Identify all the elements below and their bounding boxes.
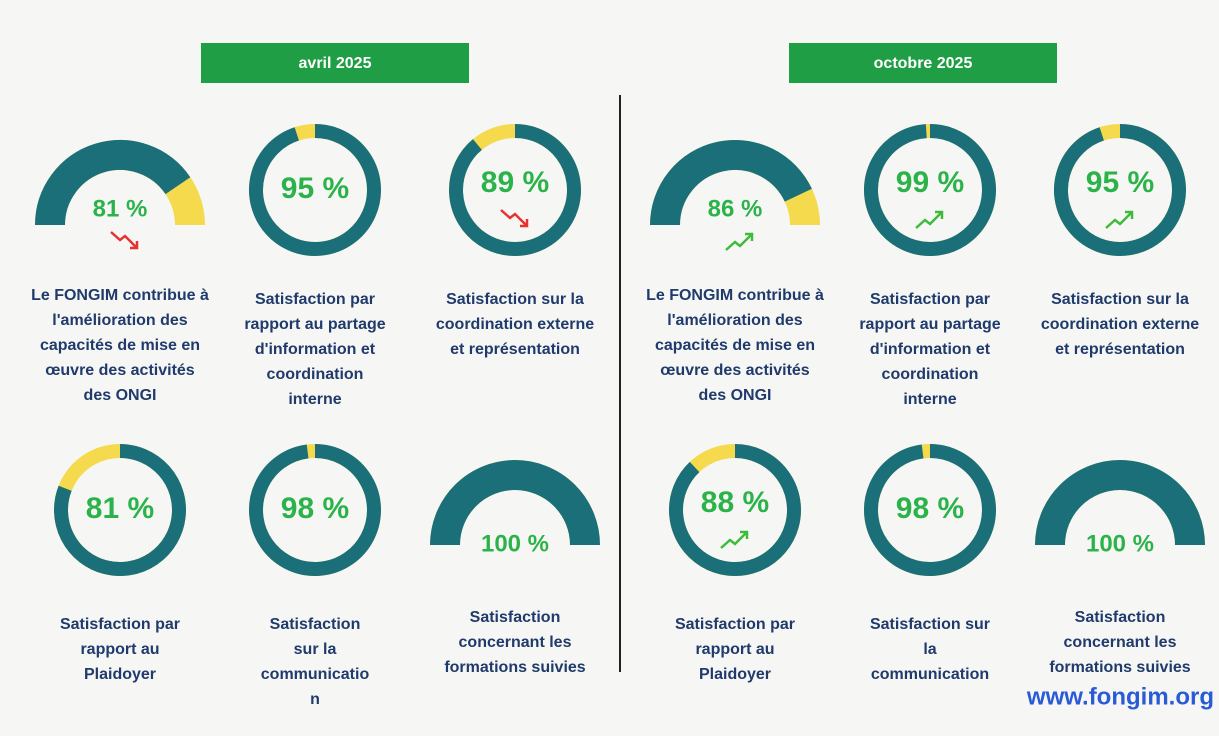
gauge-value: 88 % [701,486,769,519]
ring-arc [669,444,801,576]
item-label: rapport au [695,641,774,658]
item-label: interne [903,391,956,408]
ring-arc [1054,124,1186,256]
ring-arc [449,124,581,256]
item-label: l'amélioration des [52,312,188,329]
item-label: communication [871,666,989,683]
item-label: et représentation [450,341,580,358]
gauge-value: 95 % [281,172,349,205]
item-label: formations suivies [444,659,585,676]
trend-arrow-head [935,210,944,219]
gauge-value: 100 % [481,530,549,557]
item-label: Satisfaction [270,616,361,633]
item-label: concernant les [459,634,572,651]
item-label: communicatio [261,666,370,683]
website: www.fongim.org [1026,683,1214,710]
item-label: concernant les [1064,634,1177,651]
item-label: d'information et [870,341,991,358]
item-label: et représentation [1055,341,1185,358]
trend-arrow-head [745,232,754,241]
item-label: la [923,641,936,658]
ring-arc [864,444,996,576]
gauge-arc [650,140,812,226]
gauge-value: 98 % [281,492,349,525]
gauge-value: 99 % [896,166,964,199]
trend-arrow [915,211,943,229]
gauge-value: 89 % [481,166,549,199]
item-label: œuvre des activités [660,362,810,379]
item-label: Satisfaction par [675,616,795,633]
item-label: coordination [267,366,364,383]
item-label: Satisfaction par [60,616,180,633]
item-label: Satisfaction [470,609,561,626]
trend-arrow-head [1125,210,1134,219]
item-label: des ONGI [84,387,157,404]
item-label: coordination externe [436,316,594,333]
ring-arc [249,124,381,256]
item-label: capacités de mise en [40,337,200,354]
item-label: rapport au partage [859,316,1000,333]
header-title: octobre 2025 [874,55,973,72]
item-label: rapport au [80,641,159,658]
item-label: n [310,691,320,708]
trend-arrow [1105,211,1133,229]
item-label: Plaidoyer [699,666,771,683]
item-label: Satisfaction par [255,291,375,308]
item-label: coordination externe [1041,316,1199,333]
ring-arc [54,444,186,576]
item-label: Satisfaction par [870,291,990,308]
item-label: Le FONGIM contribue à [31,287,209,304]
item-label: Satisfaction [1075,609,1166,626]
gauge-value: 86 % [708,195,763,222]
item-label: sur la [294,641,337,658]
trend-arrow-head [520,219,529,228]
gauge-value: 100 % [1086,530,1154,557]
gauge-value: 98 % [896,492,964,525]
item-label: coordination [882,366,979,383]
item-label: interne [288,391,341,408]
item-label: des ONGI [699,387,772,404]
trend-arrow [500,209,528,227]
item-label: d'information et [255,341,376,358]
item-label: Le FONGIM contribue à [646,287,824,304]
item-label: Satisfaction sur [870,616,990,633]
ring-arc [864,124,996,256]
trend-arrow [720,531,748,549]
item-label: Satisfaction sur la [1051,291,1189,308]
trend-arrow [110,231,138,249]
item-label: l'amélioration des [667,312,803,329]
gauge-arc [1035,460,1205,546]
header-box [789,43,1057,83]
trend-arrow [725,233,753,251]
item-label: Plaidoyer [84,666,156,683]
trend-arrow-head [740,530,749,539]
ring-arc [249,444,381,576]
header-box [201,43,469,83]
gauge-value: 81 % [86,492,154,525]
item-label: rapport au partage [244,316,385,333]
item-label: formations suivies [1049,659,1190,676]
item-label: Satisfaction sur la [446,291,584,308]
gauge-value: 81 % [93,195,148,222]
item-label: capacités de mise en [655,337,815,354]
header-title: avril 2025 [299,55,372,72]
gauge-arc [35,140,191,226]
item-label: œuvre des activités [45,362,195,379]
trend-arrow-head [130,241,139,250]
gauge-value: 95 % [1086,166,1154,199]
gauge-arc [430,460,600,546]
